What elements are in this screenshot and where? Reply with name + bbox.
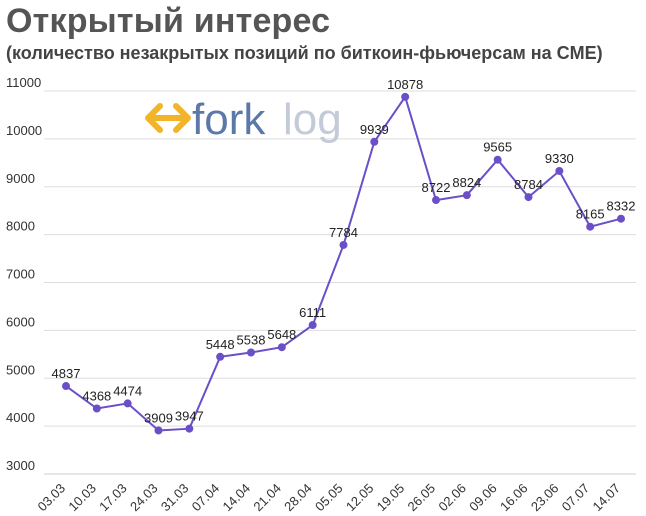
x-tick-label: 07.04 [189, 481, 223, 515]
data-label: 7784 [329, 225, 358, 240]
data-point [462, 191, 471, 200]
x-tick-label: 05.05 [312, 481, 346, 515]
series-line [65, 94, 622, 432]
data-point [123, 399, 132, 408]
x-tick-label: 16.06 [497, 481, 531, 515]
x-tick-label: 24.03 [127, 481, 161, 515]
data-point [493, 155, 502, 164]
watermark-text-log: log [283, 95, 342, 144]
data-label: 5648 [267, 327, 296, 342]
y-tick-label: 4000 [6, 410, 35, 425]
data-label: 3909 [144, 410, 173, 425]
x-tick-label: 31.03 [158, 481, 192, 515]
y-tick-label: 9000 [6, 171, 35, 186]
data-point [524, 193, 533, 202]
x-tick-label: 14.04 [220, 481, 254, 515]
data-label: 8722 [422, 180, 451, 195]
x-tick-label: 26.05 [405, 481, 439, 515]
x-tick-label: 09.06 [466, 481, 500, 515]
x-tick-label: 19.05 [374, 481, 408, 515]
y-tick-label: 7000 [6, 267, 35, 282]
data-label: 4368 [82, 389, 111, 404]
x-tick-label: 10.03 [65, 481, 99, 515]
forklog-watermark: fork log [145, 95, 342, 144]
data-label: 8332 [607, 199, 636, 214]
data-point [586, 222, 595, 231]
x-tick-label: 17.03 [96, 481, 130, 515]
y-tick-label: 8000 [6, 219, 35, 234]
data-label: 8784 [514, 177, 543, 192]
x-tick-label: 14.07 [590, 481, 624, 515]
gridlines [44, 90, 636, 475]
data-point [401, 92, 410, 101]
x-tick-label: 12.05 [343, 481, 377, 515]
chart-title: Открытый интерес [6, 2, 331, 40]
data-label: 3947 [175, 409, 204, 424]
watermark-text-fork: fork [192, 95, 266, 144]
y-axis-labels: 3000 4000 5000 6000 7000 8000 9000 10000 11000 [6, 75, 42, 473]
y-tick-label: 11000 [6, 75, 41, 90]
data-point [277, 343, 286, 352]
data-point [247, 348, 255, 357]
data-point [370, 137, 379, 146]
data-point [339, 240, 348, 249]
x-tick-label: 02.06 [435, 481, 469, 515]
x-tick-label: 28.04 [281, 481, 315, 515]
data-label: 4837 [52, 366, 81, 381]
x-tick-label: 21.04 [250, 481, 284, 515]
data-point [308, 321, 317, 330]
data-label: 9330 [545, 151, 574, 166]
data-point [555, 166, 564, 175]
y-tick-label: 6000 [6, 314, 35, 329]
data-label: 8824 [452, 175, 481, 190]
x-tick-label: 03.03 [35, 481, 69, 515]
data-label: 8165 [576, 207, 605, 222]
data-label: 10878 [387, 77, 423, 92]
data-point [617, 214, 625, 223]
y-tick-label: 5000 [6, 362, 35, 377]
data-point [62, 382, 70, 391]
data-point [92, 404, 101, 413]
chart-subtitle: (количество незакрытых позиций по биткои… [6, 43, 603, 63]
data-point [432, 196, 440, 205]
data-label: 5538 [237, 332, 266, 347]
x-axis-labels: 03.0310.0317.0324.0331.0307.0414.0421.04… [35, 481, 624, 515]
y-tick-label: 10000 [6, 123, 42, 138]
data-label: 9565 [483, 140, 512, 155]
data-point [216, 352, 225, 361]
x-tick-label: 23.06 [528, 481, 562, 515]
data-label: 4474 [113, 383, 142, 398]
data-point [154, 426, 163, 435]
data-points [62, 92, 625, 435]
data-label: 5448 [206, 337, 235, 352]
x-tick-label: 07.07 [559, 481, 593, 515]
data-label: 9939 [360, 122, 389, 137]
y-tick-label: 3000 [6, 458, 35, 473]
data-point [185, 424, 194, 433]
forklog-arrow-icon [145, 103, 191, 133]
data-label: 6111 [299, 305, 326, 320]
